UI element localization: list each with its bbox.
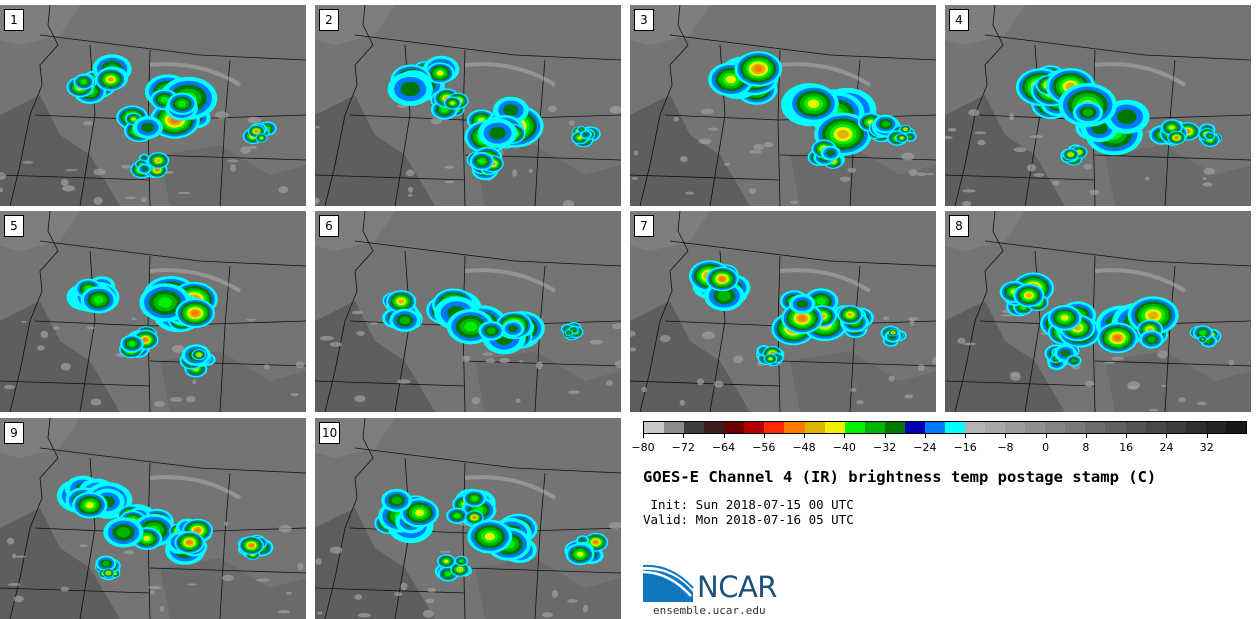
colorbar-tick — [1206, 434, 1208, 438]
colorbar-tick — [1045, 434, 1047, 438]
colorbar-segment — [1205, 422, 1226, 433]
panel-label: 1 — [4, 9, 24, 31]
colorbar-tick-label: 24 — [1159, 441, 1174, 454]
colorbar-tick — [683, 434, 685, 438]
colorbar-segment — [724, 422, 745, 433]
colorbar-tick-label: −8 — [997, 441, 1014, 454]
colorbar-segment — [1085, 422, 1106, 433]
colorbar-segment — [804, 422, 825, 433]
colorbar-segment — [764, 422, 785, 433]
colorbar-tick — [1166, 434, 1168, 438]
ir-map — [315, 418, 621, 619]
colorbar-segment — [1165, 422, 1186, 433]
panel-label: 8 — [949, 215, 969, 237]
panel-label: 2 — [319, 9, 339, 31]
ir-map — [0, 418, 306, 619]
panel-label: 10 — [319, 422, 341, 444]
map-panel: 9 — [0, 418, 306, 619]
colorbar-tick — [723, 434, 725, 438]
colorbar — [643, 421, 1247, 434]
logo-text: NCAR — [697, 570, 777, 604]
ir-map — [315, 5, 621, 206]
panel-label: 7 — [634, 215, 654, 237]
panel-label: 3 — [634, 9, 654, 31]
map-panel: 5 — [0, 211, 306, 412]
colorbar-segment — [684, 422, 705, 433]
panel-label: 4 — [949, 9, 969, 31]
colorbar-tick-label: 32 — [1199, 441, 1214, 454]
colorbar-segment — [1105, 422, 1126, 433]
map-panel: 1 — [0, 5, 306, 206]
colorbar-segment — [1065, 422, 1086, 433]
colorbar-segment — [1125, 422, 1146, 433]
colorbar-segment — [744, 422, 765, 433]
colorbar-tick — [763, 434, 765, 438]
colorbar-tick — [1085, 434, 1087, 438]
map-panel: 7 — [630, 211, 936, 412]
colorbar-tick-label: −16 — [953, 441, 977, 454]
map-panel: 4 — [945, 5, 1251, 206]
ir-map — [945, 5, 1251, 206]
colorbar-tick — [924, 434, 926, 438]
ir-map — [630, 211, 936, 412]
colorbar-segment — [965, 422, 986, 433]
colorbar-segment — [1225, 422, 1246, 433]
colorbar-tick-label: −40 — [832, 441, 856, 454]
colorbar-segment — [784, 422, 805, 433]
figure-title: GOES-E Channel 4 (IR) brightness temp po… — [643, 468, 1157, 486]
colorbar-segment — [1025, 422, 1046, 433]
colorbar-tick — [643, 434, 644, 438]
ir-map — [630, 5, 936, 206]
colorbar-tick-label: −24 — [913, 441, 937, 454]
colorbar-segment — [944, 422, 965, 433]
colorbar-tick — [1005, 434, 1007, 438]
map-panel: 10 — [315, 418, 621, 619]
colorbar-tick — [1126, 434, 1128, 438]
map-panel: 2 — [315, 5, 621, 206]
colorbar-tick-label: −32 — [872, 441, 897, 454]
ir-map — [945, 211, 1251, 412]
colorbar-segment — [1145, 422, 1166, 433]
colorbar-tick-label: 0 — [1042, 441, 1050, 454]
ncar-logo-icon — [643, 564, 694, 602]
site-url: ensemble.ucar.edu — [653, 604, 766, 617]
panel-label: 5 — [4, 215, 24, 237]
ir-map — [0, 5, 306, 206]
colorbar-tick-label: −56 — [752, 441, 776, 454]
valid-time: Valid: Mon 2018-07-16 05 UTC — [643, 512, 854, 527]
colorbar-tick — [844, 434, 846, 438]
colorbar-ticks: −80 −72 −64 −56 −48 −40 −32 −24 −16 −8 0 8 16 24 32 — [631, 434, 1247, 458]
init-time: Init: Sun 2018-07-15 00 UTC — [643, 497, 854, 512]
map-panel: 6 — [315, 211, 621, 412]
colorbar-segment — [1045, 422, 1066, 433]
colorbar-tick — [965, 434, 967, 438]
colorbar-tick — [884, 434, 886, 438]
ir-map — [315, 211, 621, 412]
colorbar-segment — [1185, 422, 1206, 433]
ir-map — [0, 211, 306, 412]
colorbar-segment — [704, 422, 725, 433]
colorbar-segment — [904, 422, 925, 433]
colorbar-tick-label: 8 — [1082, 441, 1090, 454]
colorbar-tick-label: −80 — [631, 441, 655, 454]
colorbar-segment — [1005, 422, 1026, 433]
colorbar-tick-label: 16 — [1119, 441, 1134, 454]
colorbar-segment — [884, 422, 905, 433]
colorbar-tick-label: −64 — [711, 441, 736, 454]
colorbar-segment — [824, 422, 845, 433]
panel-label: 9 — [4, 422, 24, 444]
colorbar-segment — [985, 422, 1006, 433]
colorbar-segment — [664, 422, 685, 433]
colorbar-tick-label: −48 — [792, 441, 816, 454]
panel-label: 6 — [319, 215, 339, 237]
colorbar-tick-label: −72 — [671, 441, 695, 454]
map-panel: 8 — [945, 211, 1251, 412]
colorbar-segment — [924, 422, 945, 433]
colorbar-segment — [844, 422, 865, 433]
colorbar-tick — [804, 434, 806, 438]
colorbar-segment — [864, 422, 885, 433]
map-panel: 3 — [630, 5, 936, 206]
colorbar-segment — [644, 422, 665, 433]
